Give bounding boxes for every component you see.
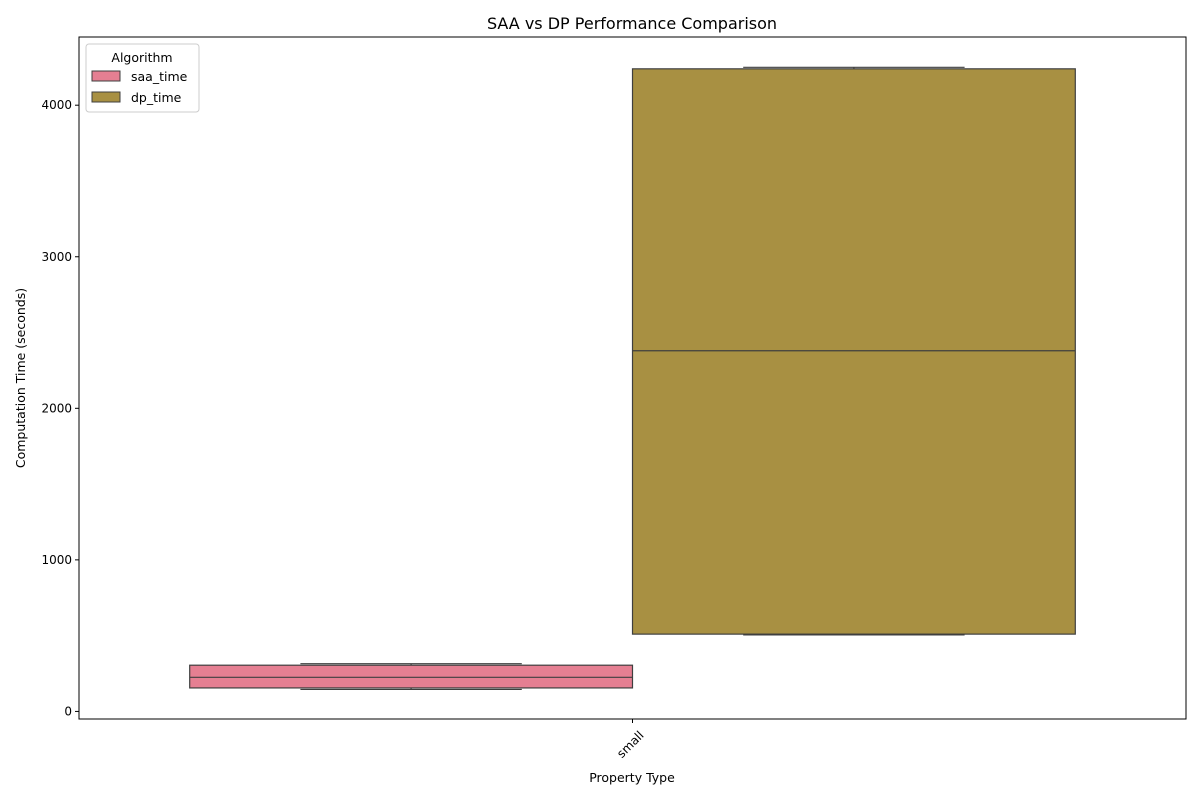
chart-title: SAA vs DP Performance Comparison [487,14,777,33]
legend-title: Algorithm [111,50,172,65]
y-axis-label: Computation Time (seconds) [13,288,28,468]
legend: Algorithm saa_time dp_time [85,43,200,113]
box-dp_time [631,66,1076,636]
y-tick-label: 0 [64,704,72,718]
legend-label: dp_time [131,90,182,105]
x-axis: small [614,719,647,761]
legend-label: saa_time [131,69,188,84]
plot-area-frame [78,36,1187,720]
legend-swatch [91,70,121,82]
box-series-group [189,66,1076,691]
x-axis-label: Property Type [589,770,675,785]
y-axis: 0 1000 2000 3000 4000 [41,98,79,718]
legend-swatch [91,91,121,103]
box-saa_time [189,663,634,691]
y-tick-label: 1000 [41,553,72,567]
x-tick-label: small [614,728,647,761]
box-iqr [189,664,634,689]
y-tick-label: 2000 [41,401,72,415]
legend-entries: saa_time dp_time [91,69,188,105]
y-tick-label: 3000 [41,250,72,264]
y-tick-label: 4000 [41,98,72,112]
box-iqr [631,68,1076,635]
